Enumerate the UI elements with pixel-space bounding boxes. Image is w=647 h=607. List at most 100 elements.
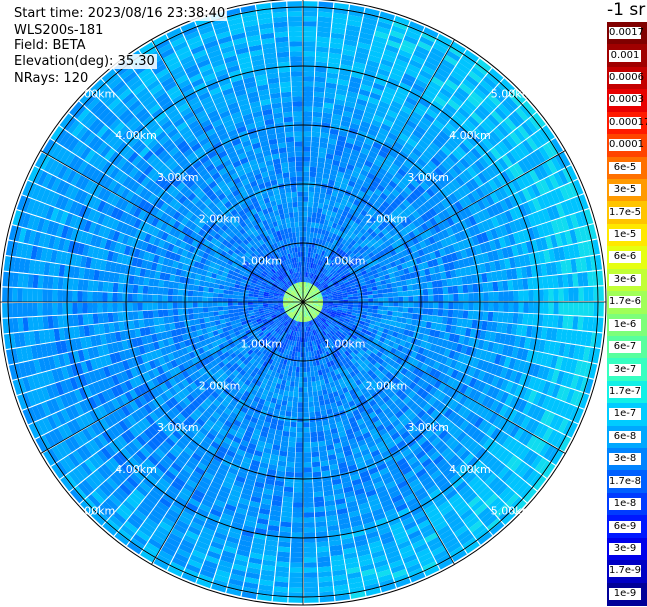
ppi-gate: [385, 154, 396, 163]
ppi-gate: [518, 464, 531, 478]
ppi-gate: [288, 597, 303, 603]
ppi-gate: [598, 286, 604, 301]
ppi-gate: [472, 201, 482, 213]
ppi-gate: [362, 181, 371, 189]
ppi-gate: [315, 282, 320, 287]
ppi-gate: [452, 242, 461, 252]
ppi-gate: [491, 250, 500, 261]
ppi-gate: [400, 44, 415, 55]
ppi-gate: [464, 492, 478, 505]
ppi-gate: [389, 30, 405, 40]
ppi-gate: [367, 494, 379, 503]
ppi-gate: [362, 431, 372, 440]
ppi-gate: [311, 376, 316, 382]
ppi-gate: [351, 170, 360, 179]
ppi-gate: [384, 240, 392, 248]
ppi-gate: [331, 270, 337, 275]
ppi-gate: [318, 1, 334, 8]
ppi-gate: [463, 512, 477, 525]
ppi-gate: [432, 361, 441, 370]
ppi-gate: [425, 321, 432, 329]
ppi-gate: [341, 346, 347, 353]
ppi-gate: [340, 365, 347, 372]
ppi-gate: [533, 302, 539, 314]
ppi-gate: [425, 383, 434, 393]
ppi-gate: [481, 137, 494, 150]
ppi-gate: [323, 352, 328, 359]
ppi-gate: [448, 302, 454, 310]
ppi-gate: [360, 317, 366, 322]
ppi-gate: [317, 26, 331, 33]
ppi-gate: [376, 522, 390, 531]
ppi-gate: [343, 369, 350, 376]
ppi-gate: [323, 490, 334, 497]
ppi-gate: [441, 229, 450, 239]
ppi-gate: [426, 406, 436, 416]
ppi-gate: [303, 292, 305, 297]
ppi-gate: [392, 331, 399, 338]
ppi-gate: [348, 400, 356, 408]
ppi-gate: [353, 332, 360, 338]
ppi-gate: [318, 445, 327, 452]
ppi-gate: [443, 54, 458, 66]
ppi-gate: [522, 278, 529, 290]
ppi-gate: [286, 456, 295, 463]
ppi-gate: [482, 252, 490, 263]
ppi-gate: [392, 362, 400, 370]
ppi-gate: [336, 322, 343, 327]
ppi-gate: [295, 457, 303, 463]
ppi-gate: [412, 538, 426, 549]
ppi-gate: [360, 27, 375, 36]
ppi-gate: [513, 206, 523, 219]
ppi-gate: [307, 299, 313, 301]
ppi-gate: [396, 439, 407, 449]
ppi-gate: [480, 100, 494, 114]
ppi-gate: [394, 422, 404, 432]
ppi-gate: [347, 196, 355, 204]
ppi-gate: [505, 422, 516, 436]
ppi-gate: [384, 508, 397, 518]
ppi-gate: [316, 292, 322, 296]
ppi-gate: [269, 515, 281, 522]
ppi-gate: [462, 138, 474, 151]
ppi-gate: [367, 271, 374, 277]
ppi-gate: [349, 586, 365, 595]
ppi-gate: [431, 436, 442, 447]
ppi-gate: [397, 193, 406, 203]
ppi-gate: [541, 193, 551, 208]
ppi-gate: [329, 315, 335, 320]
ppi-gate: [329, 324, 335, 329]
ppi-gate: [494, 402, 505, 415]
ppi-gate: [312, 298, 318, 300]
ppi-gate: [360, 410, 369, 418]
ppi-gate: [397, 168, 407, 177]
ppi-gate: [333, 103, 344, 111]
ppi-gate: [352, 307, 358, 311]
ppi-gate: [327, 281, 333, 286]
ppi-gate: [317, 304, 323, 307]
ppi-gate: [355, 135, 366, 143]
ppi-gate: [413, 175, 424, 185]
ppi-gate: [526, 350, 534, 363]
ppi-gate: [272, 495, 283, 502]
ppi-gate: [366, 172, 376, 181]
ppi-gate: [407, 204, 416, 214]
ppi-gate: [456, 276, 463, 286]
ppi-gate: [522, 100, 537, 115]
ppi-gate: [420, 412, 430, 423]
ppi-gate: [397, 181, 407, 190]
ppi-gate: [551, 449, 564, 465]
ppi-gate: [482, 76, 497, 89]
ppi-gate: [422, 561, 438, 572]
ppi-gate: [278, 541, 291, 548]
ppi-gate: [359, 507, 372, 515]
ppi-gate: [369, 245, 376, 252]
ppi-gate: [445, 122, 457, 134]
ppi-gate: [420, 231, 428, 241]
ppi-gate: [307, 257, 310, 263]
ppi-gate: [326, 236, 332, 243]
ppi-gate: [306, 311, 309, 317]
ppi-gate: [328, 138, 337, 145]
ppi-gate: [315, 334, 320, 340]
ppi-gate: [503, 235, 512, 247]
